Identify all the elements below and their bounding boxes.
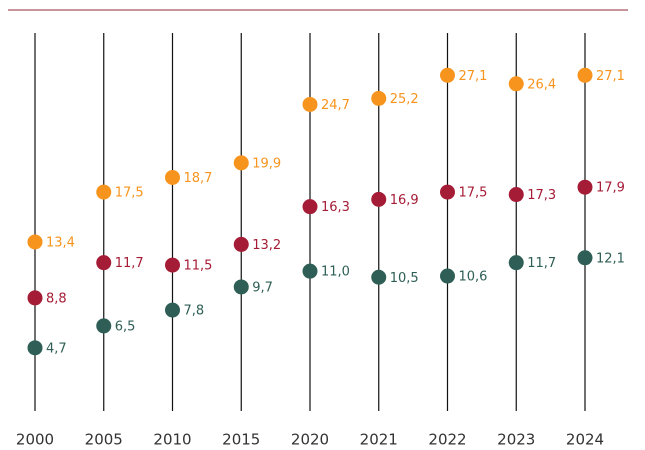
x-tick-label: 2021 <box>360 431 398 449</box>
dot <box>27 234 43 250</box>
value-label: 16,9 <box>390 193 419 208</box>
value-label: 7,8 <box>184 304 205 319</box>
value-label: 9,7 <box>252 280 273 295</box>
dot <box>165 257 180 273</box>
dot <box>233 155 249 171</box>
value-label: 11,5 <box>184 259 213 274</box>
x-tick-label: 2010 <box>153 431 191 449</box>
value-label: 17,3 <box>527 188 556 203</box>
value-label: 11,0 <box>321 265 350 280</box>
value-label: 4,7 <box>46 341 67 356</box>
value-label: 27,1 <box>596 69 625 84</box>
dot <box>508 255 524 271</box>
dot <box>233 236 249 252</box>
value-label: 18,7 <box>184 171 213 186</box>
value-label: 19,9 <box>252 156 281 171</box>
dot <box>371 269 387 285</box>
dot <box>96 255 112 271</box>
value-label: 13,4 <box>46 235 75 250</box>
value-label: 12,1 <box>596 251 625 266</box>
dot <box>27 340 43 356</box>
dot <box>577 179 593 195</box>
x-tick-label: 2020 <box>291 431 329 449</box>
dot <box>233 279 249 295</box>
dot <box>440 184 455 200</box>
value-label: 17,9 <box>596 181 625 196</box>
x-tick-label: 2022 <box>428 431 466 449</box>
value-label: 17,5 <box>115 186 144 201</box>
dot <box>371 191 387 207</box>
x-tick-label: 2024 <box>566 431 604 449</box>
value-label: 10,5 <box>390 271 419 286</box>
value-label: 11,7 <box>115 256 144 271</box>
value-label: 26,4 <box>527 77 556 92</box>
value-label: 11,7 <box>527 256 556 271</box>
value-label: 27,1 <box>459 69 488 84</box>
value-label: 10,6 <box>459 270 488 285</box>
dot <box>577 67 593 83</box>
value-label: 25,2 <box>390 92 419 107</box>
value-label: 24,7 <box>321 98 350 113</box>
x-tick-label: 2005 <box>85 431 123 449</box>
x-tick-label: 2015 <box>222 431 260 449</box>
dot <box>165 169 180 185</box>
dot <box>96 318 112 334</box>
dot <box>508 76 524 92</box>
value-label: 8,8 <box>46 291 67 306</box>
value-label: 17,5 <box>459 186 488 201</box>
value-label: 13,2 <box>252 238 281 253</box>
dot <box>302 263 318 279</box>
value-label: 16,3 <box>321 200 350 215</box>
value-label: 6,5 <box>115 319 136 334</box>
dot <box>96 184 112 200</box>
dot <box>577 250 593 266</box>
dot <box>302 199 318 215</box>
dot <box>440 67 455 83</box>
dot <box>508 187 524 203</box>
dot <box>440 268 455 284</box>
dot <box>27 290 43 306</box>
dot <box>165 302 180 318</box>
dot <box>371 90 387 106</box>
x-tick-label: 2000 <box>16 431 54 449</box>
dot <box>302 96 318 112</box>
x-tick-label: 2023 <box>497 431 535 449</box>
